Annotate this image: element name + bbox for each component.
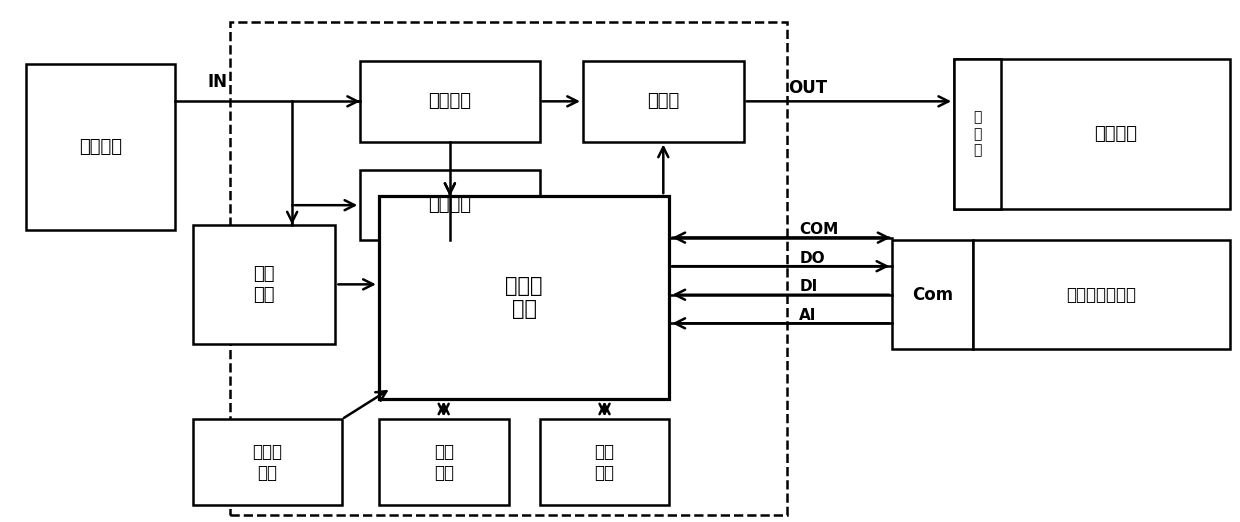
Text: 时钟
模块: 时钟 模块 — [434, 443, 454, 482]
Text: DO: DO — [800, 251, 825, 266]
Text: 电压检测: 电压检测 — [428, 196, 471, 214]
Bar — [378, 196, 670, 399]
Bar — [193, 224, 336, 344]
Text: COM: COM — [800, 222, 838, 238]
Bar — [583, 61, 744, 141]
Text: OUT: OUT — [789, 79, 827, 98]
Bar — [954, 58, 1230, 209]
Bar — [378, 419, 508, 505]
Text: 继电器: 继电器 — [647, 92, 680, 110]
Text: 连接远程的设备: 连接远程的设备 — [1066, 286, 1136, 304]
Bar — [893, 240, 972, 349]
Text: AI: AI — [800, 308, 817, 323]
Bar — [360, 61, 539, 141]
Text: 电子设备: 电子设备 — [1094, 125, 1137, 143]
Bar — [193, 419, 342, 505]
Text: 电流检测: 电流检测 — [428, 92, 471, 110]
Text: IN: IN — [208, 73, 228, 91]
Bar — [954, 58, 1001, 209]
Text: 供
电
口: 供 电 口 — [973, 111, 982, 157]
Text: 电源
模块: 电源 模块 — [253, 265, 275, 304]
Text: 看门狗
模块: 看门狗 模块 — [253, 443, 283, 482]
Bar — [231, 22, 787, 515]
Bar — [539, 419, 670, 505]
Text: Com: Com — [911, 286, 954, 304]
Bar — [972, 240, 1230, 349]
Text: DI: DI — [800, 279, 817, 294]
Text: 处理器
模块: 处理器 模块 — [506, 276, 543, 319]
Bar — [26, 64, 175, 230]
Text: 供电电源: 供电电源 — [79, 138, 122, 156]
Text: 存贮
模块: 存贮 模块 — [594, 443, 615, 482]
Bar — [360, 170, 539, 240]
